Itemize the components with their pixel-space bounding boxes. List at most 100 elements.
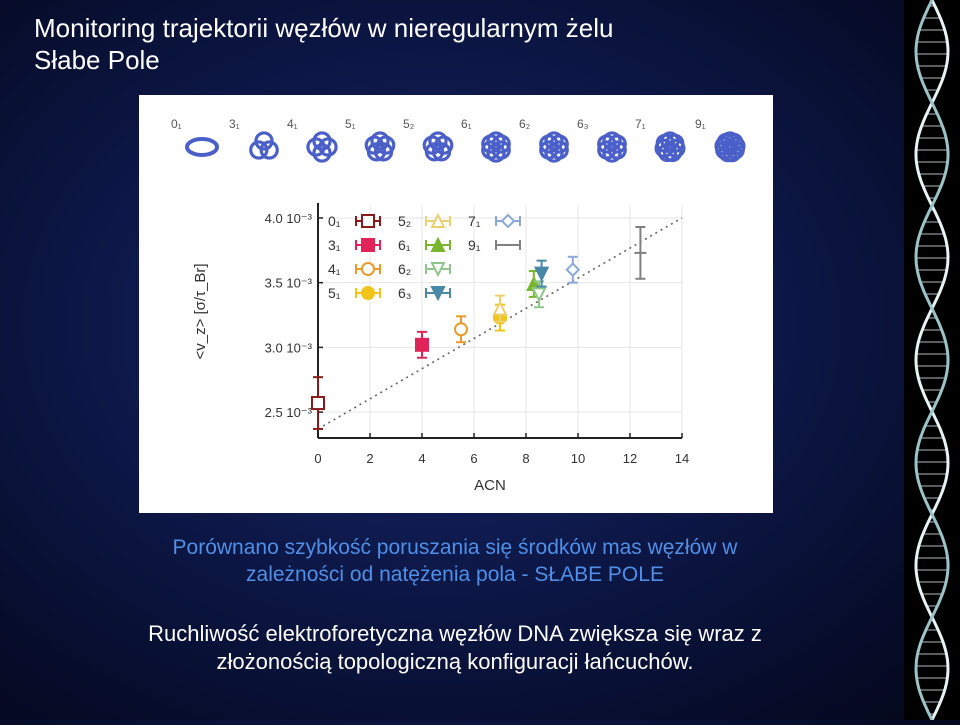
legend-marker (430, 262, 446, 278)
knot-label: 6₂ (519, 117, 531, 131)
knot-loop-icon (422, 135, 442, 155)
y-tick-label: 4.0 10⁻³ (265, 211, 313, 226)
x-axis-label: ACN (474, 477, 506, 494)
knot-loop-icon (481, 134, 501, 154)
legend-label: 5₂ (398, 213, 411, 229)
slide-title: Monitoring trajektorii węzłów w nieregul… (34, 12, 613, 76)
knot-icon (364, 131, 396, 162)
legend-marker (361, 262, 375, 276)
knot-icon (185, 137, 219, 157)
caption-conclusion-line1: Ruchliwość elektroforetyczna węzłów DNA … (148, 621, 762, 646)
x-tick-label: 0 (314, 451, 321, 466)
knot-loop-icon (481, 140, 501, 160)
y-tick-label: 3.5 10⁻³ (265, 276, 313, 291)
legend-item: 3₁ (328, 237, 381, 253)
knot-loop-icon (539, 140, 559, 160)
data-marker (492, 300, 508, 316)
data-point (533, 259, 550, 288)
knot-loop-icon (716, 132, 736, 153)
knot-icon (714, 131, 746, 163)
knot-icon (306, 131, 338, 163)
legend-marker (361, 238, 375, 252)
knot-label: 9₁ (695, 117, 706, 131)
knot-label: 0₁ (171, 117, 182, 131)
legend-item: 9₁ (468, 237, 521, 253)
slide-title-line1: Monitoring trajektorii węzłów w nieregul… (34, 13, 614, 43)
x-tick-label: 6 (470, 451, 477, 466)
x-tick-label: 10 (571, 451, 585, 466)
legend-item: 6₁ (398, 236, 451, 253)
legend-item: 4₁ (328, 261, 381, 277)
knot-loop-icon (364, 135, 384, 155)
x-tick-label: 14 (675, 451, 689, 466)
data-marker (565, 262, 581, 278)
caption-conclusion: Ruchliwość elektroforetyczna węzłów DNA … (60, 620, 850, 676)
knot-loop-icon (306, 137, 326, 157)
caption-comparison-line2: zależności od natężenia pola - SŁABE POL… (246, 563, 664, 586)
legend-marker (430, 236, 446, 252)
x-tick-label: 12 (623, 451, 637, 466)
legend-item: 7₁ (468, 213, 521, 229)
data-marker (454, 322, 468, 337)
legend-item: 6₃ (398, 285, 451, 302)
data-marker (415, 337, 429, 352)
legend-item: 5₂ (398, 212, 451, 229)
legend-label: 5₁ (328, 285, 341, 301)
data-point (311, 376, 325, 430)
legend-marker (430, 286, 446, 302)
legend-label: 9₁ (468, 237, 481, 253)
legend-label: 7₁ (468, 213, 481, 229)
legend-label: 3₁ (328, 237, 341, 253)
legend-marker (361, 286, 375, 300)
knot-label: 5₁ (345, 117, 356, 131)
y-tick-label: 3.0 10⁻³ (265, 340, 313, 355)
y-axis-label: <v_z> [σ/τ_Br] (192, 263, 209, 359)
figure-panel: 0₁ 3₁ 4₁ 5₁ 5₂ 6₁ 6₂ 6₃ 7₁ 9₁ 0 2 4 6 8 10 12 14 2.5 10⁻³ 3… (139, 95, 773, 513)
data-point (454, 315, 468, 344)
knot-icon (481, 131, 511, 163)
legend-marker (430, 212, 446, 228)
legend-item: 5₁ (328, 285, 381, 301)
legend-label: 4₁ (328, 261, 341, 277)
knot-label: 4₁ (287, 117, 298, 131)
knot-label: 3₁ (229, 117, 240, 131)
dna-strand (914, 0, 950, 721)
legend-label: 0₁ (328, 213, 341, 229)
caption-comparison: Porównano szybkość poruszania się środkó… (60, 534, 850, 588)
legend-label: 6₁ (398, 237, 411, 253)
data-point (492, 294, 508, 323)
x-tick-label: 4 (418, 451, 425, 466)
slide-title-line2: Słabe Pole (34, 45, 160, 75)
data-marker (533, 266, 550, 282)
caption-comparison-line1: Porównano szybkość poruszania się środkó… (172, 536, 738, 559)
dna-helix-icon (914, 0, 950, 721)
knot-loop-icon (249, 140, 269, 160)
data-point (565, 255, 581, 284)
knot-loop-icon (539, 134, 559, 154)
knot-label: 5₂ (403, 117, 415, 131)
knot-icon (422, 131, 454, 162)
y-tick-label: 2.5 10⁻³ (265, 405, 313, 420)
data-marker (311, 396, 325, 411)
knot-loop-icon (657, 142, 678, 163)
data-point (634, 226, 647, 280)
knot-loop-icon (318, 137, 338, 157)
legend-marker (500, 213, 516, 229)
knot-loop-icon (655, 133, 675, 153)
data-marker (531, 287, 547, 303)
dna-strand (914, 0, 950, 721)
dna-helix-decoration (904, 0, 960, 721)
legend-marker (361, 214, 375, 228)
knot-loop-icon (312, 131, 332, 151)
knot-label: 6₃ (577, 117, 589, 131)
knot-label: 6₁ (461, 117, 472, 131)
x-tick-label: 8 (522, 451, 529, 466)
knot-icon (654, 131, 686, 163)
caption-conclusion-line2: złożonością topologiczną konfiguracji ła… (216, 649, 694, 674)
knot-icon (597, 131, 627, 163)
legend-item: 0₁ (328, 213, 381, 229)
unknot-icon (185, 137, 219, 157)
knot-icon (249, 131, 279, 160)
legend-label: 6₂ (398, 261, 411, 277)
knot-loop-icon (597, 134, 617, 154)
